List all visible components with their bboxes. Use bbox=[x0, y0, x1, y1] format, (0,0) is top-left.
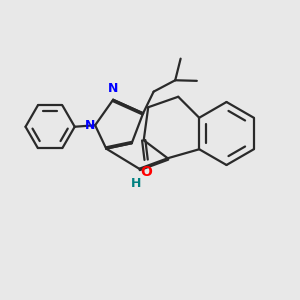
Text: O: O bbox=[140, 165, 152, 179]
Text: N: N bbox=[108, 82, 118, 95]
Text: H: H bbox=[130, 177, 141, 190]
Text: N: N bbox=[85, 119, 95, 132]
